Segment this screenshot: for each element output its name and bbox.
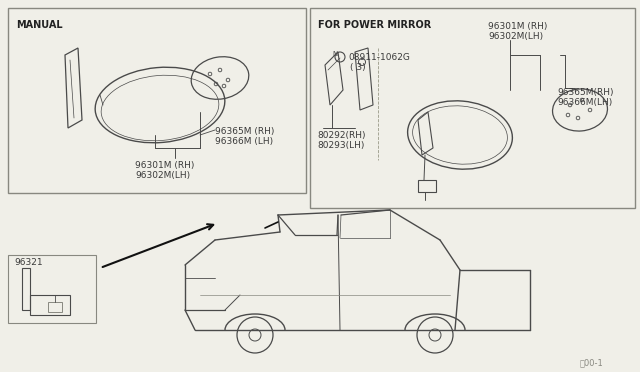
Text: 96365M (RH): 96365M (RH) (215, 127, 275, 136)
Text: 阰00-1: 阰00-1 (580, 358, 604, 367)
Bar (8, 8, 306, 193)
Text: N: N (332, 51, 338, 57)
Text: 96302M(LH): 96302M(LH) (488, 32, 543, 41)
Text: FOR POWER MIRROR: FOR POWER MIRROR (318, 20, 431, 30)
Text: MANUAL: MANUAL (16, 20, 63, 30)
Text: ( 3): ( 3) (350, 63, 365, 72)
Bar (310, 8, 635, 208)
Bar (8, 255, 96, 323)
Text: 96365M(RH): 96365M(RH) (557, 88, 614, 97)
Text: 96366M(LH): 96366M(LH) (557, 98, 612, 107)
Text: 96366M (LH): 96366M (LH) (215, 137, 273, 146)
Text: 96321: 96321 (14, 258, 43, 267)
Text: 80292(RH): 80292(RH) (317, 131, 365, 140)
Text: 96302M(LH): 96302M(LH) (135, 171, 190, 180)
Text: 80293(LH): 80293(LH) (317, 141, 364, 150)
Text: 96301M (RH): 96301M (RH) (488, 22, 547, 31)
Text: 08911-1062G: 08911-1062G (348, 53, 410, 62)
Bar (48, 302, 62, 312)
Text: 96301M (RH): 96301M (RH) (135, 161, 195, 170)
